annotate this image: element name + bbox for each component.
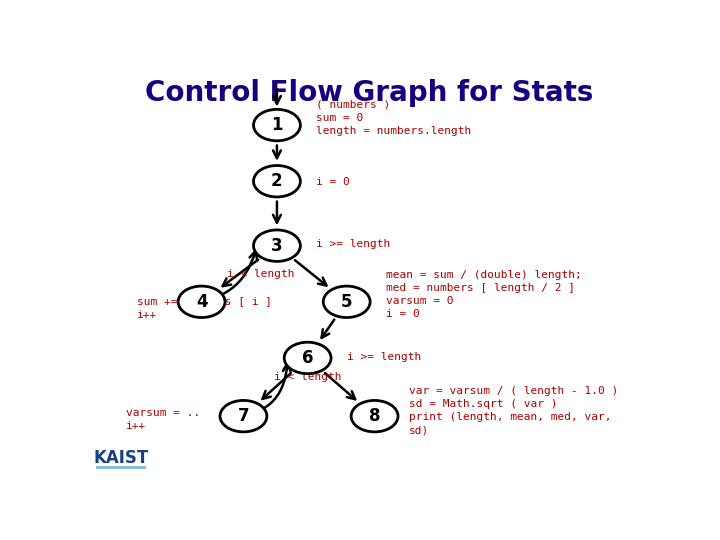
Text: 8: 8 xyxy=(369,407,380,425)
Text: ( numbers )
sum = 0
length = numbers.length: ( numbers ) sum = 0 length = numbers.len… xyxy=(316,99,472,136)
Text: 4: 4 xyxy=(196,293,207,311)
Ellipse shape xyxy=(323,286,370,318)
Text: var = varsum / ( length - 1.0 )
sd = Math.sqrt ( var )
print (length, mean, med,: var = varsum / ( length - 1.0 ) sd = Mat… xyxy=(409,386,618,436)
Ellipse shape xyxy=(253,230,300,261)
Text: KAIST: KAIST xyxy=(93,449,148,467)
Text: i = 0: i = 0 xyxy=(316,177,350,187)
Text: varsum = ..
i++: varsum = .. i++ xyxy=(126,408,200,431)
FancyBboxPatch shape xyxy=(96,465,145,469)
Ellipse shape xyxy=(178,286,225,318)
Text: i >= length: i >= length xyxy=(316,239,390,249)
Ellipse shape xyxy=(253,110,300,141)
Text: 7: 7 xyxy=(238,407,249,425)
Ellipse shape xyxy=(284,342,331,374)
Text: 1: 1 xyxy=(271,116,283,134)
Ellipse shape xyxy=(220,401,267,432)
Text: mean = sum / (double) length;
med = numbers [ length / 2 ]
varsum = 0
i = 0: mean = sum / (double) length; med = numb… xyxy=(386,269,582,319)
Ellipse shape xyxy=(351,401,398,432)
Text: 2: 2 xyxy=(271,172,283,190)
Text: sum += numbers [ i ]
i++: sum += numbers [ i ] i++ xyxy=(138,296,272,320)
Text: i < length: i < length xyxy=(227,268,294,279)
Text: 5: 5 xyxy=(341,293,352,311)
Ellipse shape xyxy=(253,165,300,197)
Text: i >= length: i >= length xyxy=(347,352,421,362)
Text: Control Flow Graph for Stats: Control Flow Graph for Stats xyxy=(145,79,593,107)
Text: 6: 6 xyxy=(302,349,313,367)
Text: 3: 3 xyxy=(271,237,283,255)
Text: i < length: i < length xyxy=(274,372,341,382)
